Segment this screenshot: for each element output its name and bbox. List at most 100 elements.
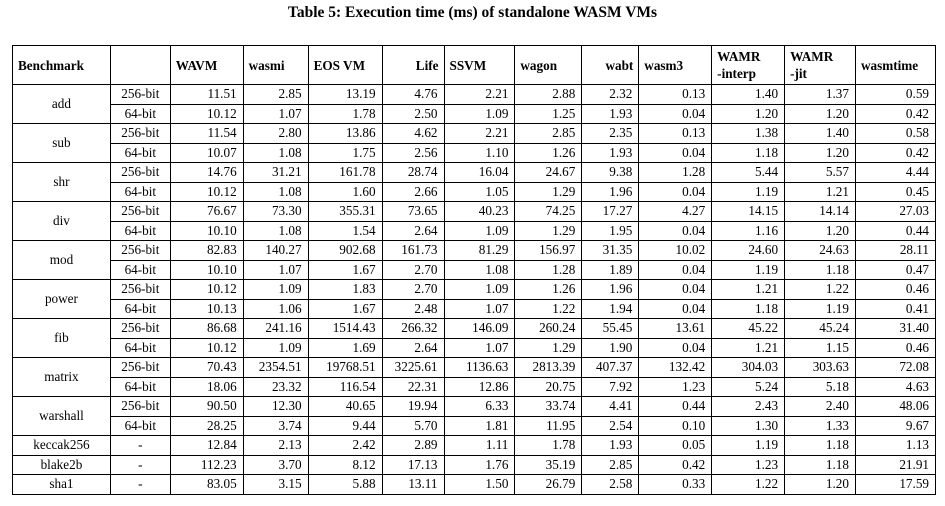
time-value-cell: 2.40 [784, 396, 856, 417]
time-value-cell: 10.02 [638, 240, 713, 261]
time-value-cell: 76.67 [169, 201, 244, 222]
time-value-cell: 10.10 [169, 259, 244, 280]
time-value-cell: 40.23 [443, 201, 516, 222]
header-benchmark: Benchmark [12, 45, 111, 85]
time-value-cell: 31.21 [242, 162, 309, 183]
benchmark-name-cell: keccak256 [12, 435, 111, 456]
time-value-cell: 10.12 [169, 103, 244, 124]
time-value-cell: 1.20 [784, 474, 856, 495]
header-wamr-interp: WAMR -interp [711, 45, 786, 85]
time-value-cell: 4.41 [581, 396, 640, 417]
time-value-cell: 0.04 [638, 298, 713, 319]
time-value-cell: 4.44 [854, 162, 937, 183]
time-value-cell: 18.06 [169, 376, 244, 397]
header-eos-vm: EOS VM [307, 45, 383, 85]
time-value-cell: 1.08 [242, 142, 309, 163]
time-value-cell: 1.83 [307, 279, 383, 300]
time-value-cell: 3225.61 [381, 357, 445, 378]
table-row: blake2b -112.23 3.70 8.12 17.13 1.76 35.19 2.85… [12, 454, 937, 475]
time-value-cell: 2.56 [381, 142, 445, 163]
time-value-cell: 2.43 [711, 396, 786, 417]
config-cell: 256-bit [109, 240, 171, 261]
time-value-cell: 27.03 [854, 201, 937, 222]
table-row: 64-bit 10.12 1.08 1.60 2.66 1.05 1.29 1.96 0.04 1… [13, 181, 937, 202]
time-value-cell: 0.47 [854, 259, 937, 280]
time-value-cell: 1.07 [242, 103, 309, 124]
time-value-cell: 0.46 [854, 337, 937, 358]
time-value-cell: 4.27 [638, 201, 713, 222]
time-value-cell: 303.63 [784, 357, 856, 378]
time-value-cell: 11.51 [169, 84, 244, 105]
time-value-cell: 17.59 [854, 474, 937, 495]
time-value-cell: 1.90 [581, 337, 640, 358]
header-wamr-jit: WAMR -jit [784, 45, 856, 85]
time-value-cell: 2.64 [381, 220, 445, 241]
time-value-cell: 0.04 [638, 279, 713, 300]
time-value-cell: 1.18 [711, 142, 786, 163]
time-value-cell: 1.19 [711, 181, 786, 202]
benchmark-name-cell: matrix [12, 357, 111, 397]
time-value-cell: 146.09 [443, 318, 516, 339]
config-cell: 256-bit [109, 396, 171, 417]
time-value-cell: 3.70 [242, 454, 309, 475]
time-value-cell: 0.42 [854, 142, 937, 163]
time-value-cell: 2.64 [381, 337, 445, 358]
time-value-cell: 1.20 [784, 103, 856, 124]
time-value-cell: 2.88 [514, 84, 583, 105]
time-value-cell: 24.63 [784, 240, 856, 261]
time-value-cell: 1.38 [711, 123, 786, 144]
time-value-cell: 0.44 [638, 396, 713, 417]
config-cell: 256-bit [109, 318, 171, 339]
time-value-cell: 1.26 [514, 142, 583, 163]
time-value-cell: 1514.43 [307, 318, 383, 339]
time-value-cell: 1.67 [307, 259, 383, 280]
time-value-cell: 28.74 [381, 162, 445, 183]
time-value-cell: 48.06 [854, 396, 937, 417]
table-row: div 256-bit 76.67 73.30 355.31 73.65 40.23 74.2… [12, 201, 937, 241]
time-value-cell: 12.30 [242, 396, 309, 417]
time-value-cell: 1.19 [784, 298, 856, 319]
time-value-cell: 0.13 [638, 123, 713, 144]
time-value-cell: 116.54 [307, 376, 383, 397]
time-value-cell: 161.78 [307, 162, 383, 183]
time-value-cell: 14.14 [784, 201, 856, 222]
time-value-cell: 83.05 [169, 474, 244, 495]
table-row: shr 256-bit 14.76 31.21 161.78 28.74 16.04 24.6… [12, 162, 937, 202]
time-value-cell: 1.09 [242, 337, 309, 358]
time-value-cell: 1.08 [242, 181, 309, 202]
time-value-cell: 14.15 [711, 201, 786, 222]
time-value-cell: 0.58 [854, 123, 937, 144]
time-value-cell: 156.97 [514, 240, 583, 261]
time-value-cell: 13.19 [307, 84, 383, 105]
time-value-cell: 1.54 [307, 220, 383, 241]
table-row: 64-bit 10.12 1.07 1.78 2.50 1.09 1.25 1.93 0.04 1… [13, 103, 937, 124]
time-value-cell: 1.09 [443, 279, 516, 300]
time-value-cell: 1.67 [307, 298, 383, 319]
time-value-cell: 1.19 [711, 435, 786, 456]
time-value-cell: 2.58 [581, 474, 640, 495]
time-value-cell: 17.27 [581, 201, 640, 222]
execution-time-table: Benchmark WAVM wasmi EOS VM Life SSVM wa… [12, 45, 937, 495]
table-body: add 256-bit 11.51 2.85 13.19 4.76 2.21 2.88 2.32… [12, 84, 937, 495]
time-value-cell: 35.19 [514, 454, 583, 475]
time-value-cell: 2.66 [381, 181, 445, 202]
time-value-cell: 1136.63 [443, 357, 516, 378]
time-value-cell: 10.10 [169, 220, 244, 241]
time-value-cell: 5.88 [307, 474, 383, 495]
time-value-cell: 10.13 [169, 298, 244, 319]
time-value-cell: 81.29 [443, 240, 516, 261]
benchmark-name-cell: sub [12, 123, 111, 163]
table-row: 64-bit 10.07 1.08 1.75 2.56 1.10 1.26 1.93 0.04 1… [13, 142, 937, 163]
time-value-cell: 1.07 [443, 298, 516, 319]
benchmark-name-cell: warshall [12, 396, 111, 436]
time-value-cell: 1.22 [711, 474, 786, 495]
table-row: add 256-bit 11.51 2.85 13.19 4.76 2.21 2.88 2.32… [12, 84, 937, 124]
time-value-cell: 1.23 [711, 454, 786, 475]
time-value-cell: 13.86 [307, 123, 383, 144]
header-row: Benchmark WAVM wasmi EOS VM Life SSVM wa… [12, 45, 937, 85]
time-value-cell: 14.76 [169, 162, 244, 183]
time-value-cell: 10.12 [169, 279, 244, 300]
time-value-cell: 304.03 [711, 357, 786, 378]
benchmark-name-cell: add [12, 84, 111, 124]
time-value-cell: 1.78 [514, 435, 583, 456]
